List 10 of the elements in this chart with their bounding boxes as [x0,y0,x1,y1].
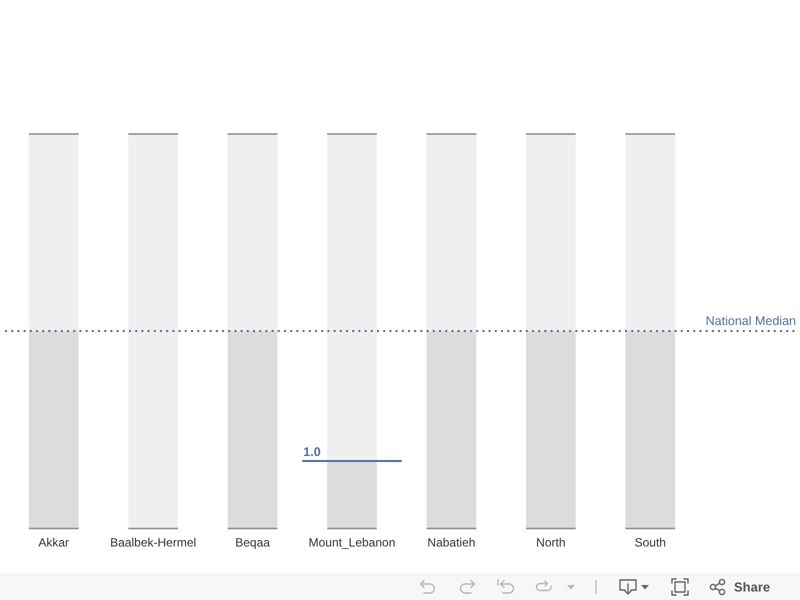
x-tick-label: Beqaa [235,536,270,550]
annotation: 1.0 [303,445,321,460]
x-tick-label: Nabatieh [427,536,476,550]
x-tick-label: Mount_Lebanon [308,536,396,550]
x-tick-label: North [536,536,566,550]
x-tick-label: South [634,536,666,550]
ref-line-label: National Median [706,314,796,328]
x-tick-label: Akkar [38,536,70,550]
text: Share [734,580,770,594]
x-tick-label: Baalbek-Hermel [110,536,196,550]
